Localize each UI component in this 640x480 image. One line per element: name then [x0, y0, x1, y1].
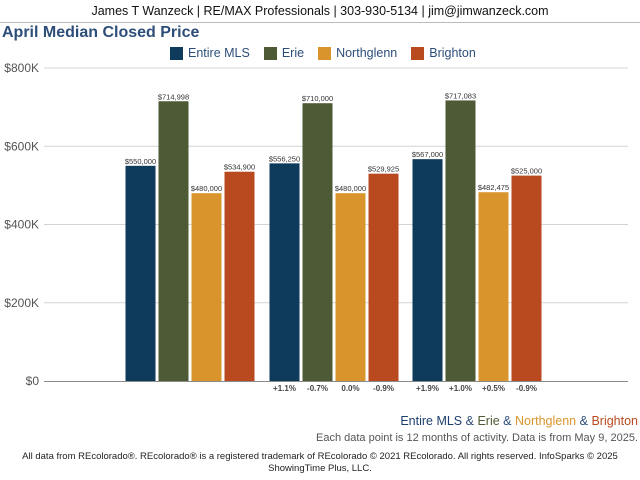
disclaimer: All data from REcolorado®. REcolorado® i…	[20, 451, 620, 475]
bar	[478, 192, 509, 381]
y-tick-label: $800K	[4, 61, 39, 75]
data-label: $550,000	[125, 157, 156, 166]
legend-swatch	[318, 46, 332, 60]
legend-swatch	[411, 46, 425, 60]
series-summary: Entire MLS & Erie & Northglenn & Brighto…	[400, 414, 638, 428]
bar	[224, 171, 255, 381]
legend-swatch	[170, 46, 183, 60]
y-tick-label: $0	[26, 374, 40, 388]
y-tick-label: $400K	[4, 218, 39, 232]
legend-label: Erie	[281, 46, 305, 60]
agent-header-text: James T Wanzeck | RE/MAX Professionals |…	[91, 4, 549, 18]
disclaimer-line-2: ShowingTime Plus, LLC.	[268, 463, 372, 474]
legend-label: Entire MLS	[188, 46, 250, 60]
legend-item: Brighton	[411, 46, 476, 60]
series-name: Northglenn	[514, 414, 577, 428]
bar	[191, 193, 222, 381]
change-label: +1.0%	[449, 384, 472, 393]
legend-label: Brighton	[429, 46, 476, 60]
data-label: $525,000	[511, 167, 542, 176]
legend-label: Northglenn	[336, 46, 398, 60]
chart-title: April Median Closed Price	[2, 24, 200, 41]
legend-swatch	[263, 46, 277, 60]
bar	[368, 173, 399, 381]
data-label: $556,250	[269, 154, 300, 163]
bar	[125, 165, 156, 381]
change-label: 0.0%	[341, 384, 359, 393]
data-label: $534,900	[224, 163, 255, 172]
data-label: $567,000	[412, 150, 443, 159]
legend-item: Northglenn	[318, 46, 397, 60]
series-separator: &	[462, 414, 478, 428]
bar	[302, 103, 333, 382]
bar-chart: $0 $200K $400K $600K $800K $550,000 $714,998 $4…	[4, 61, 628, 393]
bar	[511, 175, 542, 381]
data-label: $480,000	[191, 184, 222, 193]
change-label: +0.5%	[482, 384, 505, 393]
data-label: $710,000	[302, 94, 333, 103]
bar	[269, 163, 300, 381]
legend-item: Entire MLS	[170, 46, 250, 60]
series-name: Brighton	[591, 414, 638, 428]
legend-item: Erie	[263, 46, 305, 60]
change-label: -0.9%	[373, 384, 394, 393]
bar	[158, 101, 189, 382]
series-name: Entire MLS	[400, 414, 463, 428]
series-separator: &	[499, 414, 515, 428]
disclaimer-line-1: All data from REcolorado®. REcolorado® i…	[22, 451, 618, 462]
change-label: -0.9%	[516, 384, 537, 393]
bar	[335, 193, 366, 381]
data-note: Each data point is 12 months of activity…	[315, 432, 638, 444]
data-label: $714,998	[158, 92, 189, 101]
series-name: Erie	[477, 414, 500, 428]
data-label: $717,083	[445, 91, 476, 100]
bar	[412, 159, 443, 381]
series-separator: &	[576, 414, 592, 428]
data-label: $480,000	[335, 184, 366, 193]
y-tick-label: $200K	[4, 296, 39, 310]
data-label: $482,475	[478, 183, 509, 192]
y-tick-label: $600K	[4, 139, 39, 153]
change-label: -0.7%	[307, 384, 328, 393]
bar	[445, 100, 476, 381]
chart-legend: Entire MLS Erie Northglenn Brighton	[170, 44, 490, 62]
agent-header: James T Wanzeck | RE/MAX Professionals |…	[0, 0, 640, 23]
change-label: +1.1%	[273, 384, 296, 393]
change-label: +1.9%	[416, 384, 439, 393]
data-label: $529,925	[368, 165, 399, 174]
